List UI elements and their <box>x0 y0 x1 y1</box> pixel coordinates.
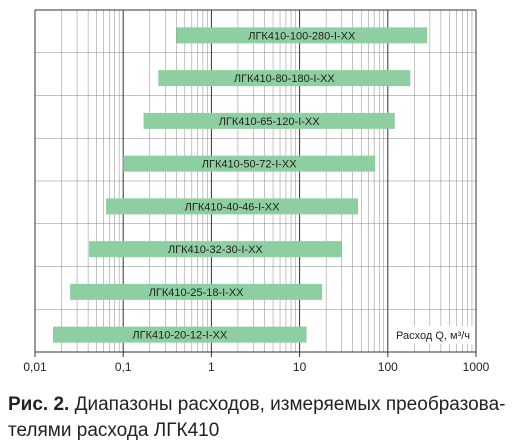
x-axis-label: Расход Q, м³/ч <box>396 330 470 342</box>
range-bar <box>70 283 323 300</box>
x-tick-label: 0,01 <box>23 360 47 374</box>
axis-label-bg <box>394 326 474 344</box>
range-bar <box>143 112 395 129</box>
range-bar <box>158 70 411 87</box>
x-tick-label: 100 <box>378 360 398 374</box>
caption-text: телями расхода ЛГК410 <box>8 420 219 441</box>
range-bar <box>176 27 428 44</box>
x-tick-label: 10 <box>293 360 307 374</box>
bar-label: ЛГК410-25-18-I-XX <box>149 287 244 299</box>
bar-label: ЛГК410-40-46-I-XX <box>185 201 280 213</box>
bar-label: ЛГК410-32-30-I-XX <box>168 244 263 256</box>
bar-label: ЛГК410-65-120-I-XX <box>219 116 321 128</box>
bar-label: ЛГК410-50-72-I-XX <box>202 159 297 171</box>
caption-text: Диапазоны расходов, измеряемых преобразо… <box>75 394 506 415</box>
range-bar <box>89 241 342 258</box>
caption-line: Рис. 2. Диапазоны расходов, измеряемых п… <box>8 394 505 415</box>
x-tick-label: 1 <box>208 360 215 374</box>
bar-label: ЛГК410-80-180-I-XX <box>234 73 336 85</box>
range-bar <box>106 198 359 215</box>
bar-label: ЛГК410-20-12-I-XX <box>132 330 227 342</box>
x-tick-label: 1000 <box>463 360 490 374</box>
bar-label: ЛГК410-100-280-I-XX <box>248 30 356 42</box>
caption-label: Рис. 2. <box>8 394 69 415</box>
range-bar <box>53 326 307 343</box>
x-tick-label: 0,1 <box>115 360 132 374</box>
range-bar <box>123 155 376 172</box>
